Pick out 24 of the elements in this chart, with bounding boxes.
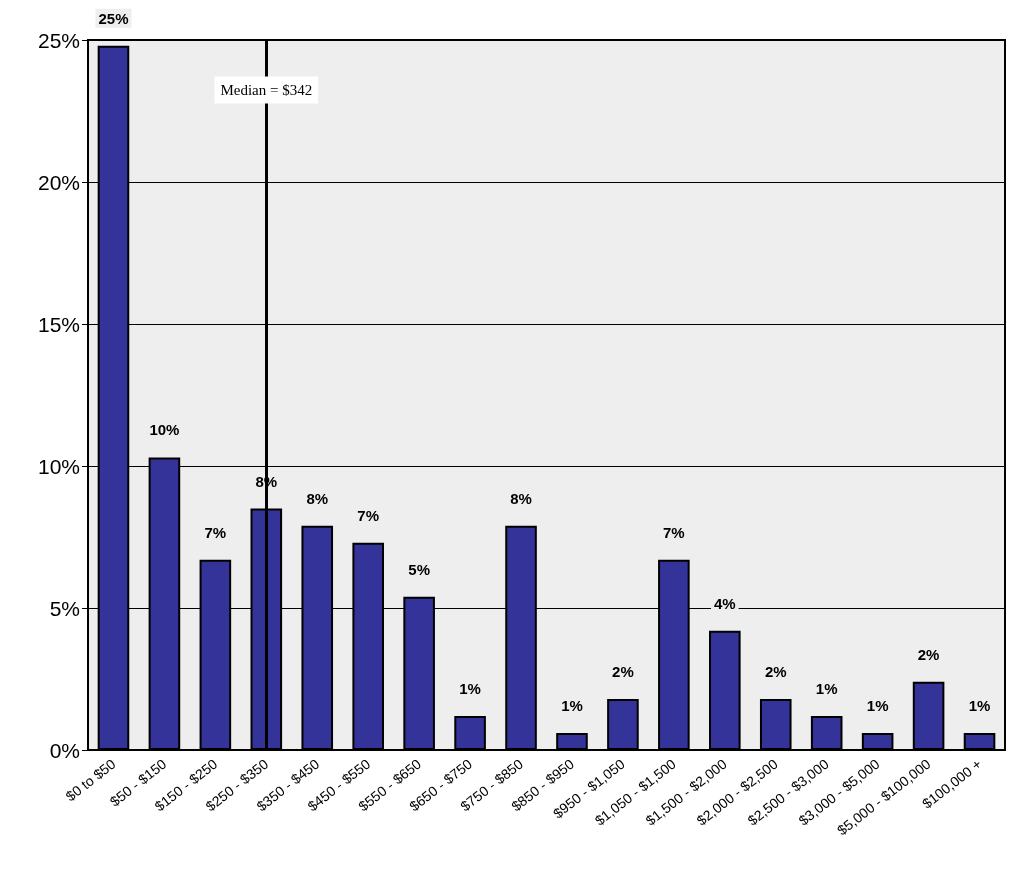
y-tick-label: 25% (37, 28, 80, 52)
data-label: 7% (204, 523, 227, 541)
data-label: 10% (149, 421, 180, 439)
y-tick-label: 15% (37, 312, 80, 336)
y-tick-label: 0% (49, 738, 80, 762)
data-label: 8% (510, 489, 532, 507)
data-label: 25% (98, 9, 129, 27)
data-label: 1% (968, 696, 991, 714)
data-label: 2% (612, 662, 634, 680)
data-label: 4% (713, 594, 736, 612)
data-label: 2% (917, 645, 940, 663)
data-label: 7% (663, 523, 685, 541)
data-label: 1% (561, 696, 583, 714)
data-label: 5% (408, 560, 430, 578)
data-label: 7% (357, 506, 380, 524)
data-label: 8% (306, 489, 329, 507)
y-tick-label: 20% (37, 170, 80, 194)
ref-line-label: Median = $342 (220, 82, 313, 98)
data-label: 1% (459, 679, 481, 697)
y-tick-label: 5% (49, 596, 80, 620)
data-label: 2% (764, 662, 787, 680)
data-label: 1% (815, 679, 838, 697)
y-tick-label: 10% (37, 454, 80, 478)
data-label: 1% (866, 696, 889, 714)
